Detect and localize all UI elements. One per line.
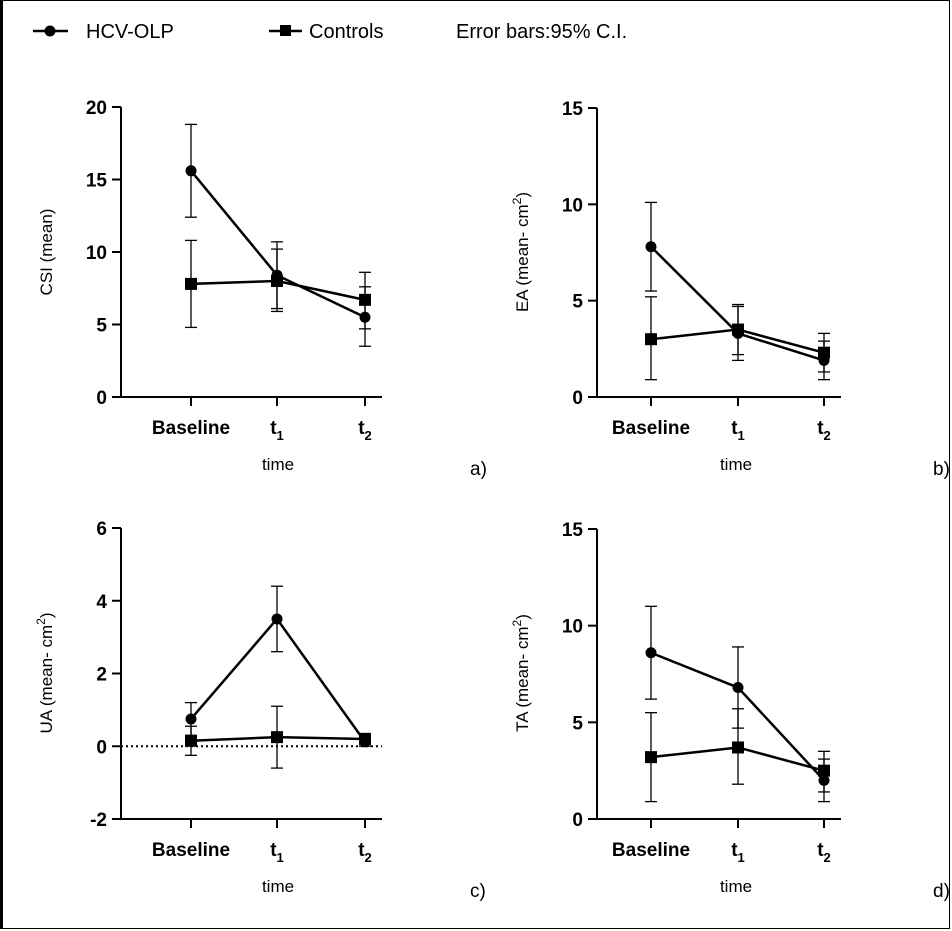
chart-panel-3: 0 5 10 15 Baseline t1 t2 time TA (mean- cm2) d) xyxy=(510,520,950,902)
data-point-square xyxy=(732,741,744,754)
y-axis-title: TA (mean- cm2) xyxy=(510,614,532,732)
y-tick-label: 5 xyxy=(572,292,583,313)
y-tick-label: 2 xyxy=(96,665,107,686)
data-point-square xyxy=(645,333,657,346)
y-tick-label: 10 xyxy=(86,243,107,264)
data-point-circle xyxy=(185,713,197,725)
x-axis-title: time xyxy=(720,455,752,474)
x-tick-label: Baseline xyxy=(152,840,230,861)
data-point-square xyxy=(271,731,283,744)
series-controls xyxy=(185,705,371,769)
y-tick-label: 6 xyxy=(96,519,107,540)
y-axis-title: UA (mean- cm2) xyxy=(34,613,56,734)
x-tick-label: t2 xyxy=(358,418,372,443)
data-point-square xyxy=(818,346,830,359)
panel-label: c) xyxy=(470,881,486,902)
panel-label: b) xyxy=(933,459,950,480)
y-tick-label: 10 xyxy=(562,195,583,216)
series-hcv-olp xyxy=(185,585,371,748)
y-axis-title: EA (mean- cm2) xyxy=(510,192,532,312)
data-point-square xyxy=(818,764,830,777)
y-tick-label: 5 xyxy=(96,316,107,337)
data-point-square xyxy=(645,751,657,764)
data-point-square xyxy=(359,732,371,745)
data-point-circle xyxy=(645,241,657,253)
x-tick-label: t1 xyxy=(270,418,284,443)
chart-panel-1: 0 5 10 15 Baseline t1 t2 time EA (mean- cm2) b) xyxy=(510,99,950,480)
x-tick-label: t2 xyxy=(358,840,372,865)
legend-label-hcv: HCV-OLP xyxy=(86,21,174,43)
x-tick-label: t1 xyxy=(731,418,745,443)
y-tick-label: 15 xyxy=(562,520,584,541)
x-tick-label: t2 xyxy=(817,418,831,443)
y-tick-label: 20 xyxy=(86,98,107,119)
y-axis-title: CSI (mean) xyxy=(37,209,56,296)
y-tick-label: 0 xyxy=(572,810,583,831)
legend-marker-controls xyxy=(280,25,291,36)
series-controls xyxy=(645,296,830,381)
y-tick-label: 10 xyxy=(562,617,583,638)
series-controls xyxy=(185,239,371,330)
x-axis-title: time xyxy=(262,455,294,474)
x-tick-label: t1 xyxy=(731,840,745,865)
x-tick-label: Baseline xyxy=(612,840,690,861)
y-tick-label: 0 xyxy=(572,388,583,409)
data-point-square xyxy=(271,275,283,287)
figure-left-border xyxy=(0,0,3,929)
y-tick-label: 15 xyxy=(562,99,584,120)
panel-label: d) xyxy=(933,881,950,902)
chart-panel-2: -2 0 2 4 6 Baseline t1 t2 time UA (mean- cm2) c) xyxy=(34,519,486,902)
y-tick-label: 4 xyxy=(96,592,107,613)
x-axis-title: time xyxy=(720,877,752,896)
chart-panel-0: 0 5 10 15 20 Baseline t1 t2 time CSI (mean) a) xyxy=(37,98,487,480)
data-point-square xyxy=(185,277,197,290)
legend-marker-hcv xyxy=(44,25,56,37)
legend: HCV-OLP Controls Error bars:95% C.I. xyxy=(33,21,627,43)
x-tick-label: t2 xyxy=(817,840,831,865)
data-point-square xyxy=(185,734,197,747)
y-tick-label: 0 xyxy=(96,737,107,758)
legend-label-controls: Controls xyxy=(309,21,383,43)
y-tick-label: 5 xyxy=(572,713,583,734)
x-tick-label: Baseline xyxy=(612,418,690,439)
data-point-square xyxy=(732,323,744,336)
series-hcv-olp xyxy=(185,123,371,347)
data-point-square xyxy=(359,293,371,306)
data-point-circle xyxy=(645,647,657,659)
data-point-circle xyxy=(271,613,283,625)
y-tick-label: 0 xyxy=(96,388,107,409)
panel-label: a) xyxy=(470,459,487,480)
legend-error-bar-note: Error bars:95% C.I. xyxy=(456,21,627,43)
x-axis-title: time xyxy=(262,877,294,896)
x-tick-label: Baseline xyxy=(152,418,230,439)
y-tick-label: 15 xyxy=(86,171,108,192)
y-tick-label: -2 xyxy=(90,810,107,831)
x-tick-label: t1 xyxy=(270,840,284,865)
data-point-circle xyxy=(185,165,197,177)
series-controls xyxy=(645,708,830,803)
data-point-circle xyxy=(732,682,744,694)
series-line xyxy=(190,616,367,743)
